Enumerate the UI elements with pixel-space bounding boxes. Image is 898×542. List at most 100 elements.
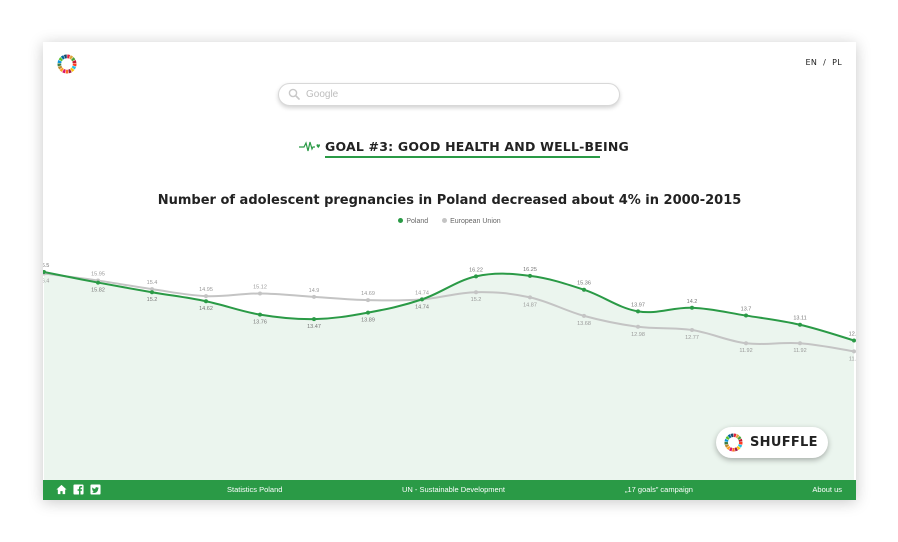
wheel-segment	[62, 69, 66, 74]
data-point-eu	[366, 298, 370, 303]
wheel-segment	[737, 444, 743, 448]
data-label-eu: 11.92	[739, 348, 752, 354]
footer-link-17-goals-campaign[interactable]: „17 goals” campaign	[625, 485, 693, 494]
search-icon[interactable]	[288, 88, 300, 100]
data-point-eu	[744, 341, 748, 346]
data-point-eu	[474, 290, 478, 295]
data-label-eu: 14.95	[199, 287, 213, 293]
wheel-segment	[738, 438, 743, 442]
wheel-segment	[738, 441, 743, 445]
legend-label-poland: Poland	[406, 218, 429, 225]
legend-item-poland[interactable]: Poland	[398, 217, 429, 225]
goal-heading[interactable]: GOAL #3: GOOD HEALTH AND WELL-BEING	[297, 139, 629, 159]
data-point-eu	[312, 294, 316, 299]
data-point-eu	[636, 324, 640, 329]
wheel-segment	[72, 60, 77, 64]
data-label-poland: 13.89	[361, 318, 375, 324]
data-label-eu: 15.95	[91, 272, 105, 278]
data-point-poland	[150, 290, 154, 295]
language-switcher: EN / PL	[805, 58, 842, 67]
lang-pl-link[interactable]: PL	[832, 58, 842, 67]
data-point-eu	[150, 287, 154, 292]
legend-dot-eu	[442, 217, 448, 223]
data-point-eu	[690, 328, 694, 333]
data-point-poland	[43, 270, 46, 274]
wheel-segment	[57, 63, 62, 67]
wheel-segment	[724, 444, 730, 448]
wheel-segment	[59, 67, 64, 72]
home-icon[interactable]	[56, 484, 67, 495]
data-label-eu: 15.4	[147, 280, 158, 286]
legend-item-eu[interactable]: European Union	[442, 217, 501, 225]
wheel-segment	[72, 63, 77, 67]
data-label-poland: 13.76	[253, 320, 267, 326]
search-input[interactable]	[306, 86, 606, 102]
line-chart: 16.4 15.95 15.4 14.95 15.12 14.9 14.69 14.74 15.…	[43, 263, 856, 480]
wheel-segment	[728, 447, 733, 452]
data-label-poland: 14.2	[687, 299, 698, 305]
wheel-segment	[68, 69, 72, 74]
heartbeat-icon	[299, 141, 320, 152]
wheel-segment	[65, 69, 69, 74]
shuffle-button[interactable]: SHUFFLE	[716, 427, 828, 458]
sdg-color-wheel-icon	[724, 433, 743, 452]
wheel-segment	[63, 54, 67, 59]
wheel-segment	[69, 55, 74, 60]
data-label-eu: 14.9	[309, 288, 320, 294]
footer-link-un-sustainable-development[interactable]: UN - Sustainable Development	[402, 485, 505, 494]
data-point-eu	[798, 341, 802, 346]
footer-link-about-us[interactable]: About us	[812, 485, 842, 494]
lang-separator: /	[823, 58, 827, 67]
wheel-segment	[725, 436, 730, 440]
chart-headline: Number of adolescent pregnancies in Pola…	[157, 193, 742, 208]
data-label-eu: 14.74	[415, 290, 429, 296]
data-label-poland: 16.5	[43, 263, 49, 269]
data-label-eu: 11.4	[849, 356, 856, 362]
lang-en-link[interactable]: EN	[805, 58, 818, 67]
wheel-segment	[60, 55, 65, 60]
poland-area	[44, 272, 854, 480]
data-label-eu: 14.87	[523, 302, 537, 308]
sdg-logo-icon[interactable]	[57, 54, 77, 74]
search-bar[interactable]	[278, 83, 620, 106]
data-label-eu: 13.68	[577, 321, 591, 327]
wheel-segment	[735, 434, 740, 439]
data-point-poland	[852, 338, 856, 343]
data-label-eu: 12.77	[685, 335, 699, 341]
data-point-poland	[744, 313, 748, 318]
wheel-segment	[724, 438, 729, 442]
data-label-poland: 15.36	[577, 281, 591, 287]
data-label-eu: 15.12	[253, 284, 267, 290]
goal-underline	[325, 156, 600, 158]
wheel-segment	[726, 445, 731, 451]
data-point-poland	[204, 299, 208, 304]
wheel-segment	[737, 436, 742, 440]
wheel-segment	[57, 60, 62, 64]
data-point-poland	[690, 305, 694, 310]
wheel-segment	[733, 433, 737, 438]
shuffle-label: SHUFFLE	[750, 435, 818, 450]
chart-legend: Poland European Union	[43, 217, 856, 225]
wheel-segment	[724, 441, 729, 445]
wheel-segment	[58, 57, 63, 62]
wheel-segment	[732, 447, 735, 452]
data-point-poland	[96, 280, 100, 285]
data-point-poland	[474, 274, 478, 279]
data-point-poland	[528, 273, 532, 278]
data-label-poland: 16.22	[469, 267, 483, 273]
twitter-icon[interactable]	[90, 484, 101, 495]
wheel-segment	[70, 67, 75, 72]
legend-dot-poland	[398, 217, 404, 223]
footer-link-statistics-poland[interactable]: Statistics Poland	[227, 485, 283, 494]
wheel-segment	[71, 65, 77, 70]
data-point-poland	[258, 312, 262, 317]
wheel-segment	[730, 433, 734, 438]
app-card: EN / PL GOAL #3: GOOD HEALTH AND WELL-BEIN…	[43, 42, 856, 500]
data-label-eu: 16.4	[43, 279, 49, 285]
data-label-poland: 15.82	[91, 288, 105, 294]
data-point-eu	[204, 294, 208, 299]
legend-label-eu: European Union	[450, 218, 501, 225]
facebook-icon[interactable]	[73, 484, 84, 495]
wheel-segment	[734, 447, 739, 452]
data-point-eu	[258, 291, 262, 296]
